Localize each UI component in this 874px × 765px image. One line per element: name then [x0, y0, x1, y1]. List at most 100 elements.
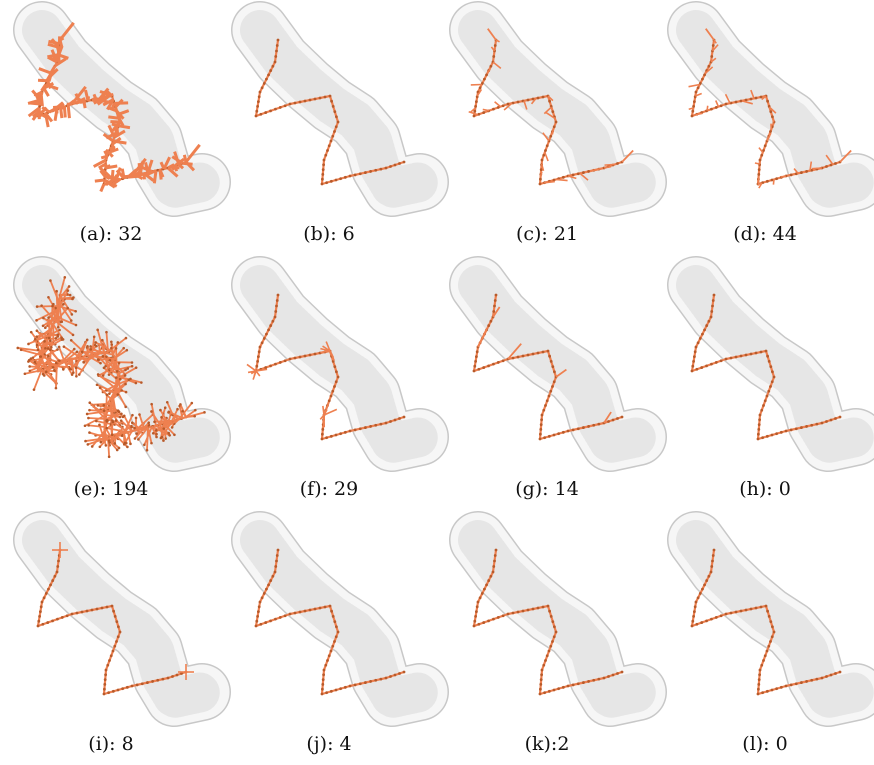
skeleton-node — [27, 342, 30, 346]
skeleton-node — [145, 448, 149, 452]
skeleton-node — [89, 348, 93, 351]
skeleton-node — [68, 293, 72, 297]
spurious-branch — [113, 379, 130, 393]
spurious-branch — [47, 317, 51, 333]
skeleton-node — [313, 97, 317, 101]
skeleton-node — [493, 299, 497, 302]
spurious-branch — [319, 414, 325, 420]
spurious-branch — [252, 370, 257, 380]
skeleton-node — [516, 355, 520, 359]
skeleton-node — [146, 681, 149, 684]
spurious-branch — [94, 178, 105, 183]
skeleton-node — [114, 376, 118, 379]
skeleton-node — [38, 105, 41, 108]
spurious-branch — [695, 112, 703, 116]
skeleton-node — [303, 609, 307, 613]
skeleton-node — [695, 367, 699, 371]
skeleton-node — [71, 333, 75, 337]
skeleton-node — [758, 158, 762, 162]
spurious-branch — [35, 362, 39, 372]
skeleton-node — [379, 167, 383, 171]
spurious-branch — [99, 167, 106, 174]
skeleton-node — [140, 682, 144, 686]
skeleton-node — [274, 310, 278, 313]
skeleton-node — [130, 684, 134, 688]
skeleton-node — [705, 619, 708, 623]
skeleton-node — [138, 413, 141, 416]
skeleton-node — [496, 106, 500, 109]
skeleton-node — [695, 622, 699, 626]
skeleton-node — [54, 337, 58, 340]
skeleton-node — [256, 360, 259, 363]
panel-caption: (h): 0 — [739, 478, 791, 500]
spurious-branch — [92, 158, 107, 168]
panel: (a): 32 — [2, 0, 231, 255]
skeleton-node — [547, 689, 551, 693]
skeleton-node — [770, 635, 774, 639]
skeleton-node — [335, 625, 338, 629]
skeleton-node — [548, 354, 551, 358]
spurious-branch — [52, 307, 69, 326]
skeleton-node — [321, 683, 325, 686]
skeleton-node — [114, 419, 118, 422]
skeleton — [472, 548, 624, 696]
skeleton — [690, 293, 842, 441]
skeleton-node — [123, 441, 127, 445]
skeleton-node — [343, 430, 347, 434]
spurious-branch — [487, 28, 497, 41]
skeleton-node — [492, 565, 496, 568]
spurious-branch — [154, 419, 176, 423]
skeleton-node — [116, 393, 120, 396]
skeleton-node — [120, 412, 123, 416]
skeleton-node — [543, 691, 547, 695]
skeleton-node — [364, 681, 367, 684]
skeleton-node — [258, 90, 262, 94]
skeleton-node — [54, 386, 58, 390]
skeleton-node — [353, 173, 357, 177]
skeleton-node — [815, 422, 819, 426]
skeleton-node — [74, 366, 78, 370]
spurious-branch — [20, 348, 41, 356]
skeleton-node — [56, 333, 60, 336]
spurious-branch — [107, 106, 118, 113]
skeleton-node — [104, 668, 108, 672]
skeleton-node — [765, 689, 769, 693]
spurious-branch — [758, 147, 764, 153]
skeleton-node — [111, 649, 115, 653]
skeleton-node — [162, 439, 165, 442]
spurious-branch — [104, 164, 111, 170]
skeleton-node — [389, 420, 392, 423]
skeleton-node — [348, 429, 352, 433]
skeleton-node — [531, 607, 535, 611]
spurious-branch — [490, 46, 496, 52]
skeleton-node — [62, 368, 65, 371]
skeleton-node — [526, 608, 530, 612]
skeleton-node — [758, 413, 762, 417]
skeleton-node — [707, 64, 711, 68]
skeleton-node — [274, 362, 277, 366]
skeleton-node — [696, 86, 700, 90]
skeleton-node — [477, 367, 481, 371]
skeleton-node — [548, 99, 551, 103]
skeleton-node — [55, 289, 58, 293]
skeleton-node — [331, 615, 335, 618]
skeleton-node — [539, 177, 542, 181]
skeleton-node — [46, 354, 50, 358]
skeleton-node — [762, 404, 765, 407]
skeleton-node — [260, 341, 264, 345]
skeleton-node — [40, 600, 44, 604]
skeleton-node — [333, 110, 337, 113]
skeleton-node — [765, 394, 769, 398]
skeleton-node — [538, 692, 542, 696]
skeleton-node — [28, 369, 32, 373]
skeleton-node — [274, 565, 278, 568]
spurious-branch — [115, 169, 126, 180]
skeleton-node — [313, 352, 317, 356]
spurious-branch — [542, 132, 550, 142]
skeleton-node — [540, 413, 544, 417]
skeleton-node — [690, 114, 694, 118]
skeleton-node — [114, 347, 118, 350]
skeleton-node — [106, 663, 110, 667]
skeleton-node — [44, 326, 47, 330]
skeleton-node — [35, 343, 39, 347]
